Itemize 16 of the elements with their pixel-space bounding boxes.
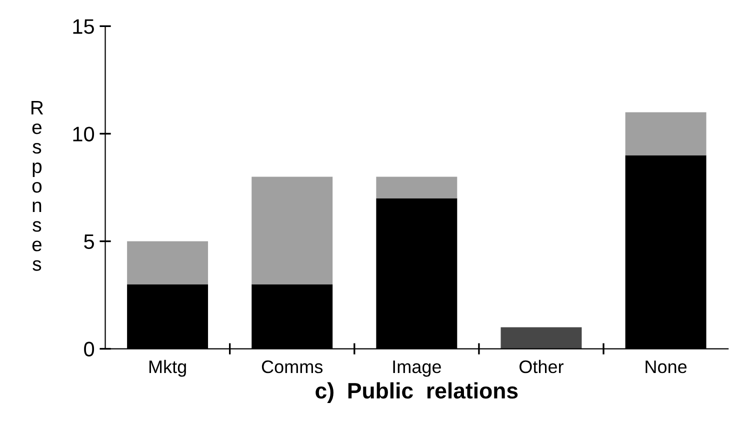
x-tick-label: Comms <box>262 360 323 374</box>
x-tick-label: None <box>646 360 687 374</box>
y-tick-label: 0 <box>84 342 94 357</box>
y-tick-label: 15 <box>73 19 94 34</box>
bar <box>376 176 458 198</box>
x-tick-label: Other <box>520 360 564 374</box>
y-tick-label: 10 <box>73 126 94 142</box>
bar <box>625 112 706 156</box>
y-tick-label: 5 <box>84 234 94 250</box>
bar <box>127 241 208 284</box>
bar <box>252 176 333 284</box>
text: Responses <box>32 100 44 271</box>
x-axis-title: c) Public relations <box>316 382 518 404</box>
bar <box>500 327 582 349</box>
x-tick-label: Image <box>393 360 441 377</box>
x-tick-label: Mktg <box>149 360 186 377</box>
